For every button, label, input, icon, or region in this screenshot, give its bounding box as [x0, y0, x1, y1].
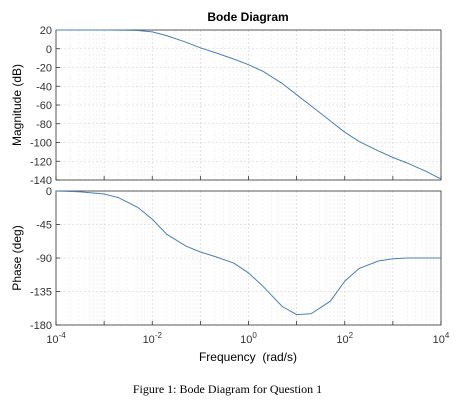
magnitude-ticks: 20 0 -20 -40 -60 -80 -100 -120 -140: [30, 25, 442, 187]
y-tick-label: -60: [36, 100, 52, 112]
chart-title: Bode Diagram: [207, 10, 288, 24]
x-tick-label: 104: [433, 331, 450, 346]
y-tick-label: -20: [36, 63, 52, 75]
x-axis-label: Frequency (rad/s): [199, 350, 297, 364]
phase-grid: [55, 190, 441, 326]
y-tick-label: -135: [30, 287, 52, 299]
phase-ticks: 0 -45 -90 -135 -180: [30, 186, 442, 332]
y-tick-label: -180: [30, 320, 52, 332]
magnitude-grid: [55, 29, 441, 181]
y-tick-label: 20: [40, 25, 52, 37]
y-tick-label: -120: [30, 156, 52, 168]
magnitude-ylabel: Magnitude (dB): [10, 64, 24, 146]
phase-ylabel: Phase (deg): [10, 225, 24, 290]
x-tick-label: 10-2: [143, 331, 163, 346]
x-tick-labels: 10-4 10-2 100 102 104: [46, 331, 450, 346]
y-tick-label: 0: [46, 186, 52, 198]
x-tick-label: 100: [240, 331, 257, 346]
phase-series-line: [55, 190, 441, 316]
magnitude-series-line: [56, 29, 442, 180]
y-tick-label: 0: [46, 44, 52, 56]
y-tick-label: -40: [36, 81, 52, 93]
figure-caption: Figure 1: Bode Diagram for Question 1: [132, 382, 323, 396]
y-tick-label: -90: [36, 253, 52, 265]
y-tick-label: -140: [30, 175, 52, 187]
x-tick-label: 10-4: [46, 331, 66, 346]
y-tick-label: -100: [30, 138, 52, 150]
y-tick-label: -45: [36, 220, 52, 232]
y-tick-label: -80: [36, 119, 52, 131]
x-tick-label: 102: [336, 331, 353, 346]
